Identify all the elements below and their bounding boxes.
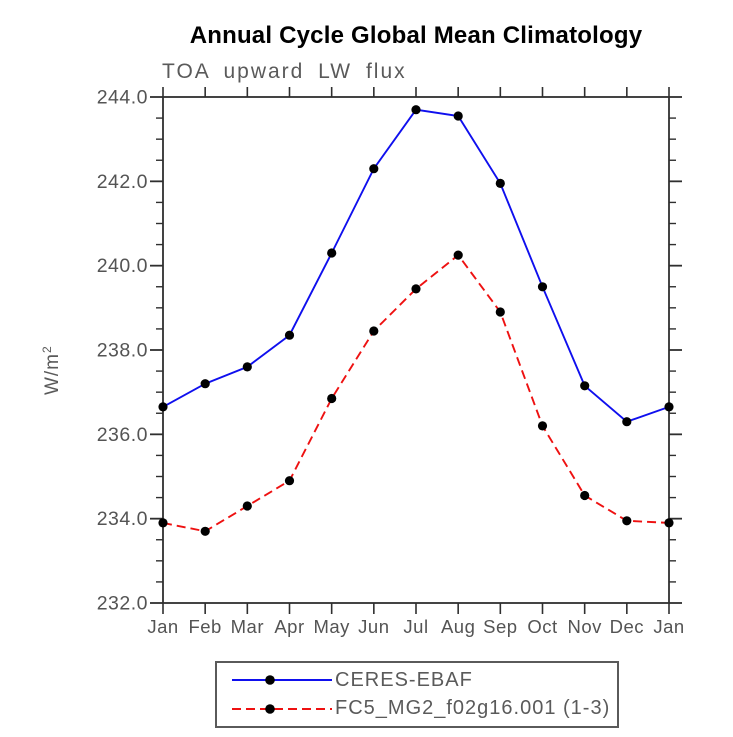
x-tick-label: Aug	[441, 616, 475, 637]
data-point	[369, 164, 379, 174]
y-tick-label: 240.0	[97, 255, 148, 277]
y-tick-label: 232.0	[97, 593, 148, 615]
series-line	[162, 108, 670, 423]
data-point	[622, 417, 632, 427]
x-tick-label: Sep	[483, 616, 517, 637]
legend-marker-dot	[265, 675, 275, 686]
x-tick-label: Oct	[527, 616, 557, 637]
chart-subtitle: TOA upward LW flux	[162, 60, 407, 83]
axis-frame	[162, 96, 670, 604]
data-point	[158, 518, 168, 528]
x-tick-label: Jun	[358, 616, 389, 637]
data-point	[327, 393, 337, 404]
data-point	[242, 362, 252, 372]
legend-box: CERES-EBAF FC5_MG2_f02g16.001 (1-3)	[215, 661, 619, 728]
x-tick-label: Dec	[610, 616, 644, 637]
x-tick-label: Jul	[403, 616, 428, 637]
data-point	[200, 526, 210, 536]
data-point	[158, 402, 168, 412]
data-point	[242, 501, 252, 511]
y-tick-label: 236.0	[97, 424, 148, 446]
y-tick-label: 238.0	[97, 340, 148, 362]
data-point	[622, 516, 632, 526]
data-point	[284, 330, 295, 340]
x-tick-label: Jan	[147, 616, 178, 637]
data-point	[495, 307, 505, 317]
data-point	[664, 518, 674, 528]
data-point	[200, 379, 210, 389]
data-point	[411, 284, 421, 294]
data-point	[411, 105, 421, 115]
x-tick-label: Feb	[188, 616, 221, 637]
x-tick-labels: Jan Feb Mar Apr May Jun Jul Aug Sep Oct Nov Dec Jan	[147, 616, 684, 637]
y-tick-label: 244.0	[97, 87, 148, 109]
y-tick-label: 234.0	[97, 508, 148, 530]
data-point	[284, 476, 295, 486]
legend-marker-dot	[265, 703, 275, 714]
data-point	[580, 490, 590, 501]
x-tick-label: Nov	[567, 616, 602, 637]
legend-label: CERES-EBAF	[335, 668, 473, 691]
legend-item: CERES-EBAF	[229, 669, 617, 691]
legend-line-swatch	[232, 675, 332, 686]
data-point	[369, 326, 379, 336]
series-ceres-ebaf	[158, 105, 674, 427]
data-point	[495, 178, 505, 188]
data-point	[664, 402, 674, 412]
x-tick-label: Jan	[653, 616, 684, 637]
data-point	[453, 250, 463, 260]
y-ticks	[150, 96, 682, 604]
legend-item: FC5_MG2_f02g16.001 (1-3)	[229, 697, 617, 720]
data-point	[453, 111, 463, 121]
legend-line-swatch	[232, 703, 332, 714]
data-point	[327, 248, 337, 258]
y-tick-labels: 232.0 234.0 236.0 238.0 240.0 242.0 244.0	[97, 87, 148, 615]
legend-label: FC5_MG2_f02g16.001 (1-3)	[335, 697, 611, 720]
x-tick-label: Apr	[274, 616, 304, 637]
series-fc5-mg2-f02g16-001-1-3	[158, 250, 674, 536]
data-point	[537, 421, 548, 431]
data-point	[580, 381, 590, 391]
x-ticks	[162, 87, 670, 614]
chart-title: Annual Cycle Global Mean Climatology	[189, 22, 643, 49]
x-tick-label: May	[313, 616, 350, 637]
y-tick-label: 242.0	[97, 171, 148, 193]
x-tick-label: Mar	[231, 616, 264, 637]
data-point	[537, 282, 548, 292]
